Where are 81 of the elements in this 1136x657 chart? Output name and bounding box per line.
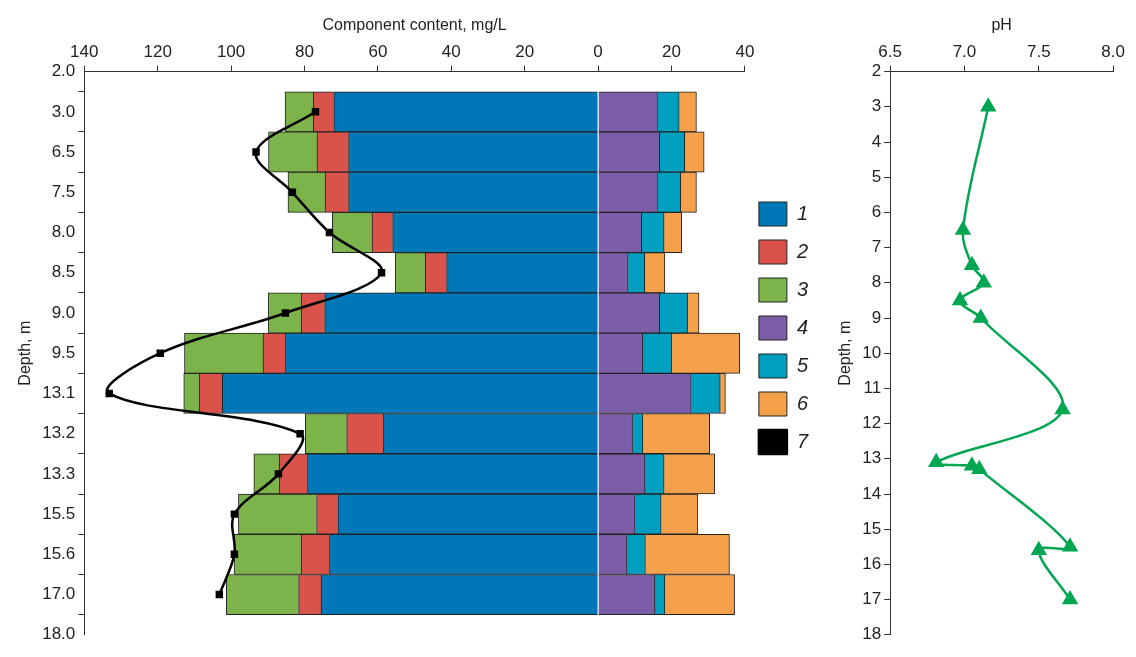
point xyxy=(252,148,260,156)
y-tick-label: 13.2 xyxy=(42,423,76,443)
point xyxy=(928,454,944,468)
point xyxy=(1055,401,1070,415)
y-tick-label: 2.0 xyxy=(51,61,76,81)
x-tick-label: 80 xyxy=(295,42,314,62)
y-tick-label: 6.5 xyxy=(51,141,76,161)
y-tick-label: 15.6 xyxy=(42,544,76,564)
x-tick-label: 40 xyxy=(735,42,755,62)
legend-label: 6 xyxy=(796,391,809,414)
y-tick-label: 4 xyxy=(871,131,882,151)
y-tick-label: 16 xyxy=(862,554,882,574)
point xyxy=(952,292,968,306)
y-tick-label: 15.5 xyxy=(42,503,76,523)
y-tick-label: 8.0 xyxy=(51,222,76,242)
y-tick-label: 9.0 xyxy=(51,302,76,322)
point xyxy=(281,309,290,317)
x-axis-title: pH xyxy=(991,16,1012,34)
y-tick-label: 13.3 xyxy=(42,463,76,483)
legend-label: 5 xyxy=(796,353,809,376)
point xyxy=(976,274,992,288)
y-tick-label: 13 xyxy=(862,448,882,468)
point xyxy=(955,221,971,235)
point xyxy=(1031,542,1047,556)
x-tick-label: 7.0 xyxy=(952,42,977,62)
y-tick-label: 7.5 xyxy=(51,181,76,201)
y-tick-label: 15 xyxy=(862,518,882,538)
point xyxy=(1062,591,1078,605)
point xyxy=(288,188,297,197)
point xyxy=(156,349,164,357)
y-tick-label: 10 xyxy=(862,342,882,362)
point xyxy=(377,269,386,277)
legend-label: 7 xyxy=(796,429,809,452)
x-tick-label: 0 xyxy=(593,42,603,62)
y-axis-title: Depth, m xyxy=(836,320,854,386)
point xyxy=(296,429,304,438)
y-tick-label: 6 xyxy=(871,202,882,222)
y-tick-label: 8.5 xyxy=(51,262,76,282)
x-tick-label: 8.0 xyxy=(1101,42,1125,62)
point xyxy=(105,389,113,398)
y-tick-label: 13.1 xyxy=(42,383,76,403)
legend-label: 1 xyxy=(796,201,808,224)
point xyxy=(964,256,980,270)
y-tick-label: 2 xyxy=(871,61,882,81)
point xyxy=(311,108,320,116)
y-axis-title: Depth, m xyxy=(16,320,34,386)
x-tick-label: 20 xyxy=(662,42,681,62)
point xyxy=(973,309,989,323)
y-tick-label: 17 xyxy=(862,589,882,609)
x-axis-title: Component content, mg/L xyxy=(322,16,507,34)
y-tick-label: 11 xyxy=(863,378,882,398)
point xyxy=(230,550,239,559)
x-tick-label: 7.5 xyxy=(1027,42,1051,62)
point xyxy=(325,228,334,237)
point xyxy=(274,470,283,478)
y-tick-label: 3 xyxy=(871,96,882,116)
y-tick-label: 7 xyxy=(871,237,882,257)
x-tick-label: 60 xyxy=(368,42,388,62)
y-tick-label: 9.5 xyxy=(51,342,76,362)
point xyxy=(1062,538,1078,552)
x-tick-label: 140 xyxy=(70,42,99,62)
y-tick-label: 18 xyxy=(862,624,882,644)
point xyxy=(215,590,224,599)
y-tick-label: 12 xyxy=(862,413,882,433)
y-tick-label: 17.0 xyxy=(42,584,76,604)
y-tick-label: 9 xyxy=(871,307,882,327)
x-tick-label: 20 xyxy=(515,42,535,62)
point xyxy=(980,98,996,112)
y-tick-label: 14 xyxy=(862,483,882,503)
legend-label: 3 xyxy=(796,277,808,300)
point xyxy=(230,510,239,518)
legend-label: 4 xyxy=(796,315,808,338)
y-tick-label: 5 xyxy=(871,166,882,186)
y-tick-label: 3.0 xyxy=(51,101,76,121)
y-tick-label: 8 xyxy=(871,272,882,292)
x-tick-label: 120 xyxy=(143,42,172,62)
x-tick-label: 100 xyxy=(216,42,246,62)
y-tick-label: 18.0 xyxy=(42,624,76,644)
x-tick-label: 40 xyxy=(441,42,461,62)
point xyxy=(972,461,987,475)
legend-label: 2 xyxy=(795,239,808,262)
